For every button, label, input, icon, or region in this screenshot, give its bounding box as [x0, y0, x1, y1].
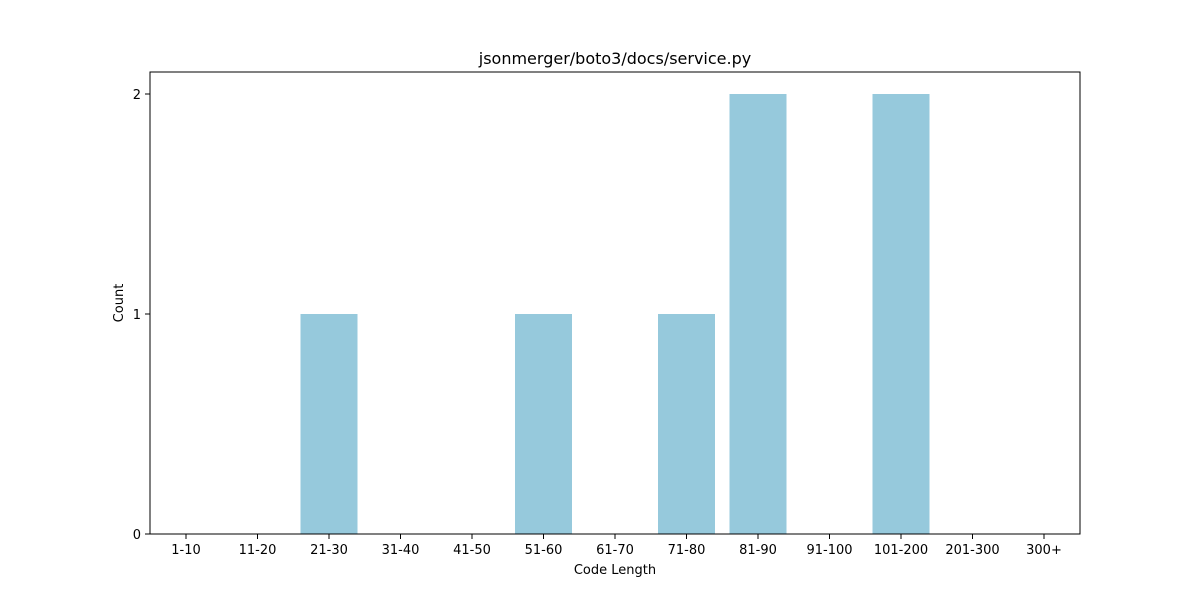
- x-tick-label: 201-300: [945, 543, 999, 558]
- x-tick-label: 81-90: [739, 543, 777, 558]
- x-tick-label: 31-40: [382, 543, 420, 558]
- y-tick-label: 0: [133, 528, 141, 543]
- x-ticks: 1-10 11-20 21-30 31-40 41-50 51-60 61-70 71-80 8…: [171, 534, 1062, 558]
- x-tick-label: 101-200: [874, 543, 928, 558]
- x-axis-label: Code Length: [574, 563, 656, 578]
- x-tick-label: 71-80: [668, 543, 706, 558]
- bar-51-60: [515, 314, 572, 534]
- y-tick-label: 1: [133, 308, 141, 323]
- x-tick-label: 300+: [1026, 543, 1062, 558]
- chart-title: jsonmerger/boto3/docs/service.py: [478, 49, 751, 68]
- x-tick-label: 51-60: [525, 543, 563, 558]
- plot-frame: [149, 71, 1081, 535]
- x-tick-label: 61-70: [596, 543, 634, 558]
- bar-101-200: [872, 94, 930, 534]
- y-tick-label: 2: [133, 88, 141, 103]
- y-ticks: 0 1 2: [133, 88, 150, 543]
- x-tick-label: 11-20: [239, 543, 277, 558]
- bar-71-80: [658, 314, 715, 534]
- bar-21-30: [300, 314, 358, 534]
- x-tick-label: 41-50: [453, 543, 491, 558]
- x-tick-label: 91-100: [806, 543, 852, 558]
- bar-81-90: [729, 94, 787, 534]
- y-axis-label: Count: [112, 284, 127, 323]
- x-tick-label: 21-30: [310, 543, 348, 558]
- bars-group: [300, 94, 930, 534]
- x-tick-label: 1-10: [171, 543, 201, 558]
